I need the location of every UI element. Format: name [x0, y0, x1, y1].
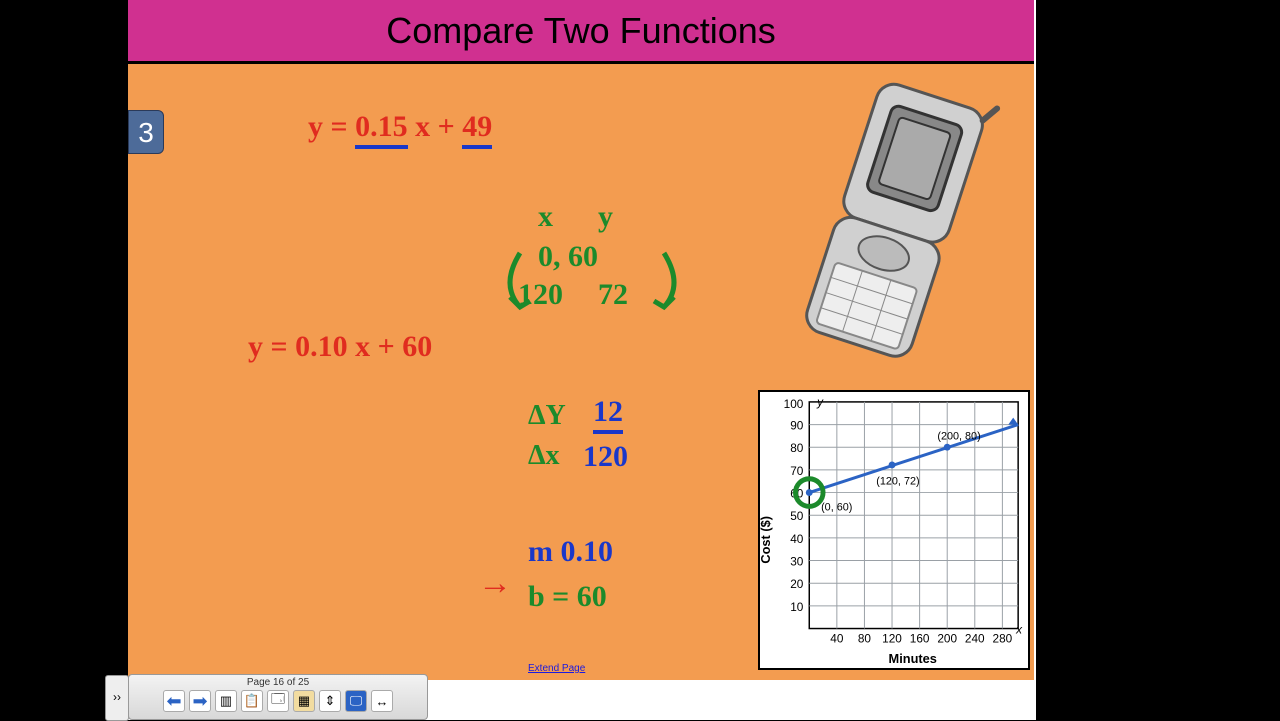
screen-button[interactable]: 🖵 — [345, 690, 367, 712]
fit-page-button[interactable]: ⇕ — [319, 690, 341, 712]
nav-back-button[interactable]: ⬅ — [163, 690, 185, 712]
svg-text:30: 30 — [790, 554, 804, 568]
arrow-annotation: → — [478, 565, 512, 603]
page-indicator: Page 16 of 25 — [129, 675, 427, 688]
slide: Compare Two Functions 3 y = 0.15 x + 49 … — [128, 0, 1034, 680]
eq1-prefix: y = — [308, 110, 355, 143]
table-header-x: x — [538, 200, 553, 234]
chart-ylabel: Cost ($) — [760, 516, 773, 564]
presentation-window: Compare Two Functions 3 y = 0.15 x + 49 … — [128, 0, 1036, 720]
eq1-mid: x + — [408, 110, 463, 143]
svg-text:70: 70 — [790, 464, 804, 478]
panels-button[interactable]: ▥ — [215, 690, 237, 712]
extend-page-link[interactable]: Extend Page — [528, 663, 585, 674]
svg-text:10: 10 — [790, 600, 804, 614]
navigation-toolbar: ›› Page 16 of 25 ⬅ ➡ ▥ 📋 🗔 ▦ ⇕ 🖵 ↔ — [128, 674, 428, 720]
svg-text:80: 80 — [858, 631, 872, 645]
eq1-slope: 0.15 — [355, 110, 408, 149]
svg-text:280: 280 — [993, 631, 1013, 645]
svg-text:90: 90 — [790, 419, 804, 433]
svg-text:y: y — [816, 395, 824, 409]
svg-text:160: 160 — [910, 631, 930, 645]
table-brace-left — [488, 235, 688, 315]
cost-chart: Cost ($) Minutes 100908070605040302010 y… — [758, 390, 1030, 670]
delta-x-val: 120 — [583, 440, 628, 474]
b-value: b = 60 — [528, 580, 607, 614]
chart-xlabel: Minutes — [889, 651, 937, 666]
svg-text:40: 40 — [790, 532, 804, 546]
svg-text:x: x — [1015, 622, 1023, 636]
delta-x-label: Δx — [528, 440, 560, 472]
svg-text:(0, 60): (0, 60) — [821, 501, 852, 513]
paste-button[interactable]: 📋 — [241, 690, 263, 712]
svg-text:100: 100 — [784, 397, 804, 411]
svg-text:(200, 80): (200, 80) — [937, 430, 980, 442]
slide-title: Compare Two Functions — [128, 0, 1034, 64]
toolbar-collapse-button[interactable]: ›› — [105, 675, 129, 721]
equation-1: y = 0.15 x + 49 — [308, 110, 492, 144]
svg-text:20: 20 — [790, 577, 804, 591]
delta-y-val: 12 — [593, 395, 623, 429]
svg-text:80: 80 — [790, 441, 804, 455]
svg-text:200: 200 — [937, 631, 957, 645]
fullscreen-toggle-button[interactable]: ↔ — [371, 690, 393, 712]
nav-forward-button[interactable]: ➡ — [189, 690, 211, 712]
m-value: m 0.10 — [528, 535, 613, 569]
svg-text:40: 40 — [830, 631, 844, 645]
tab-3[interactable]: 3 — [128, 110, 164, 154]
svg-text:50: 50 — [790, 509, 804, 523]
svg-text:240: 240 — [965, 631, 985, 645]
svg-text:120: 120 — [882, 631, 902, 645]
table-button[interactable]: ▦ — [293, 690, 315, 712]
flip-phone-image — [768, 80, 1018, 370]
equation-2: y = 0.10 x + 60 — [248, 330, 432, 364]
insert-button[interactable]: 🗔 — [267, 690, 289, 712]
eq1-intercept: 49 — [462, 110, 492, 149]
table-header-y: y — [598, 200, 613, 234]
svg-text:(120, 72): (120, 72) — [876, 476, 919, 488]
delta-y-label: ΔY — [528, 400, 566, 432]
